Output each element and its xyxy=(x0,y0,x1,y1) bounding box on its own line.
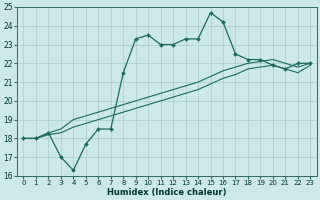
X-axis label: Humidex (Indice chaleur): Humidex (Indice chaleur) xyxy=(107,188,227,197)
